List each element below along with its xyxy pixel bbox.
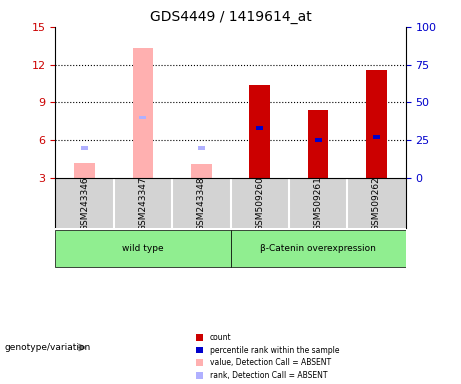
Bar	[249, 85, 270, 178]
Bar	[373, 136, 380, 139]
Bar	[308, 110, 328, 178]
Text: GSM509260: GSM509260	[255, 176, 264, 231]
Bar	[74, 163, 95, 178]
Bar	[256, 126, 263, 130]
Text: GSM509261: GSM509261	[313, 176, 323, 231]
Bar	[198, 146, 205, 150]
FancyBboxPatch shape	[230, 230, 406, 267]
Text: β-Catenin overexpression: β-Catenin overexpression	[260, 244, 376, 253]
Bar	[81, 146, 88, 150]
Text: genotype/variation: genotype/variation	[5, 343, 91, 352]
Bar	[133, 48, 153, 178]
Title: GDS4449 / 1419614_at: GDS4449 / 1419614_at	[150, 10, 311, 25]
Text: GSM509262: GSM509262	[372, 176, 381, 231]
Text: GSM243347: GSM243347	[138, 176, 148, 231]
Text: GSM243348: GSM243348	[197, 176, 206, 231]
Bar	[139, 116, 147, 119]
Bar	[314, 138, 322, 142]
FancyBboxPatch shape	[55, 230, 230, 267]
Bar	[191, 164, 212, 178]
Text: GSM243346: GSM243346	[80, 176, 89, 231]
Text: wild type: wild type	[122, 244, 164, 253]
Legend: count, percentile rank within the sample, value, Detection Call = ABSENT, rank, : count, percentile rank within the sample…	[192, 329, 343, 384]
Bar	[366, 70, 387, 178]
